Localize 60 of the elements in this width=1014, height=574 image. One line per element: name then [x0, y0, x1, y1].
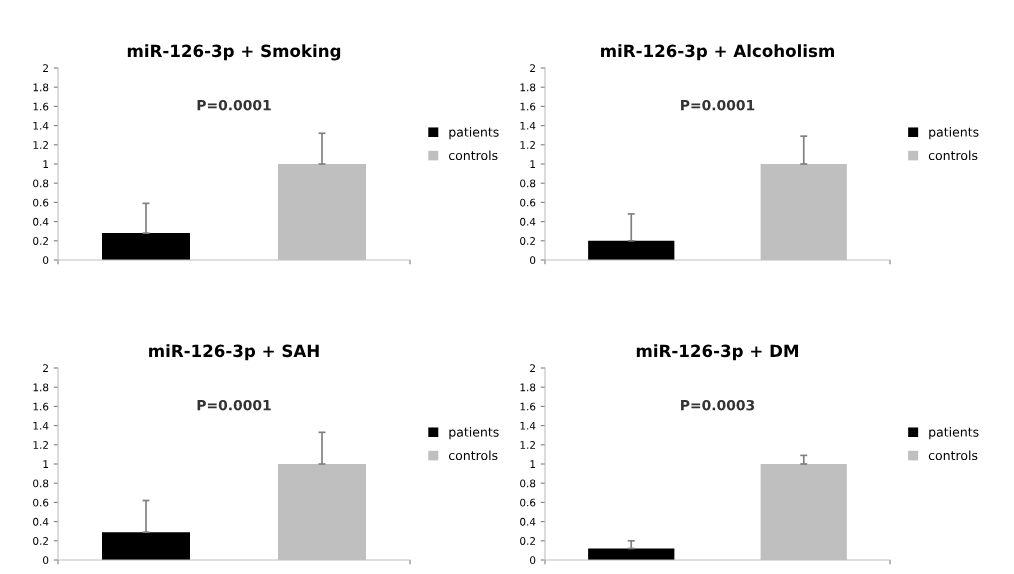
y-tick-label: 1.6	[33, 102, 49, 111]
y-tick-label: 0.4	[520, 217, 536, 226]
legend-label: controls	[448, 150, 498, 161]
chart-title: miR-126-3p + DM	[636, 344, 798, 361]
y-tick-label: 0.8	[33, 179, 49, 188]
y-tick-label: 1.8	[33, 383, 49, 392]
y-tick-label: 0.8	[520, 179, 536, 188]
legend-label: controls	[448, 450, 498, 461]
legend-label: patients	[929, 127, 979, 140]
chart-title: miR-126-3p + Smoking	[127, 44, 341, 61]
y-tick-label: 0.2	[33, 537, 48, 545]
y-tick-label: 1	[530, 160, 536, 168]
y-tick-label: 0.4	[520, 517, 536, 526]
y-tick-label: 0	[530, 256, 536, 265]
y-tick-label: 0.4	[33, 217, 49, 226]
chart-title: miR-126-3p + Alcoholism	[601, 44, 834, 61]
y-tick-label: 0.2	[520, 537, 535, 545]
y-tick-label: 1.4	[520, 121, 536, 130]
y-tick-label: 1.6	[520, 402, 536, 411]
annotation: P=0.0001	[197, 99, 271, 111]
y-tick-label: 0	[43, 556, 49, 565]
y-tick-label: 0.4	[33, 517, 49, 526]
y-tick-label: 1.2	[33, 441, 48, 449]
y-tick-label: 2	[43, 364, 48, 372]
legend-label: patients	[449, 127, 499, 140]
y-tick-label: 0.2	[33, 237, 48, 245]
y-tick-label: 0.6	[520, 498, 536, 507]
y-tick-label: 2	[530, 364, 535, 372]
legend-label: controls	[928, 450, 978, 461]
annotation: P=0.0001	[681, 99, 755, 111]
y-tick-label: 1	[43, 160, 49, 168]
y-tick-label: 1.2	[33, 141, 48, 149]
y-tick-label: 0	[530, 556, 536, 565]
y-tick-label: 0.8	[520, 479, 536, 488]
y-tick-label: 1.4	[33, 121, 49, 130]
annotation: P=0.0001	[197, 399, 271, 411]
legend-label: patients	[929, 427, 979, 440]
y-tick-label: 1.4	[33, 421, 49, 430]
y-tick-label: 1	[530, 460, 536, 468]
y-tick-label: 1.8	[520, 83, 536, 92]
y-tick-label: 0.6	[33, 198, 49, 207]
y-tick-label: 0.6	[33, 498, 49, 507]
y-tick-label: 1.2	[520, 441, 535, 449]
y-tick-label: 1.8	[33, 83, 49, 92]
chart-title: miR-126-3p + SAH	[149, 344, 319, 361]
y-tick-label: 1.6	[520, 102, 536, 111]
y-tick-label: 1.8	[520, 383, 536, 392]
y-tick-label: 0.6	[520, 198, 536, 207]
y-tick-label: 2	[43, 64, 48, 72]
y-tick-label: 1.2	[520, 141, 535, 149]
y-tick-label: 1.6	[33, 402, 49, 411]
y-tick-label: 1.4	[520, 421, 536, 430]
legend-label: patients	[449, 427, 499, 440]
y-tick-label: 0.8	[33, 479, 49, 488]
legend-label: controls	[928, 150, 978, 161]
y-tick-label: 1	[43, 460, 49, 468]
y-tick-label: 0.2	[520, 237, 535, 245]
y-tick-label: 0	[43, 256, 49, 265]
y-tick-label: 2	[530, 64, 535, 72]
annotation: P=0.0003	[681, 399, 755, 411]
